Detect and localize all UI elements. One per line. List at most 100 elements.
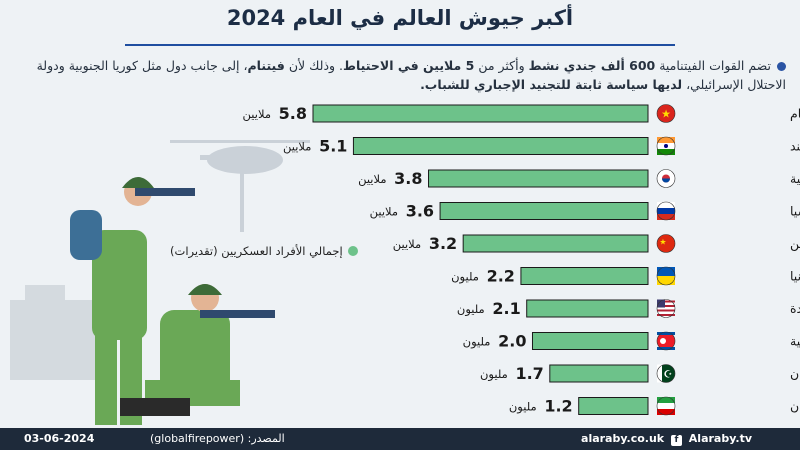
category-label-north-korea: كوريا الشمالية	[790, 334, 800, 350]
unit-label-russia: ملايين	[370, 205, 398, 220]
india-flag-border	[656, 136, 676, 156]
intro-bold1: 600 ألف جندي نشط	[528, 58, 656, 73]
bar-china	[462, 234, 649, 253]
bar-pakistan	[549, 364, 649, 383]
usa-flag-border	[656, 299, 676, 318]
russia-flag-icon	[657, 214, 675, 220]
vietnam-flag-border	[656, 104, 676, 123]
china-flag-icon	[657, 234, 675, 253]
soldiers-illustration	[10, 140, 310, 425]
unit-label-iran: مليون	[509, 400, 537, 415]
unit-label-south-korea: ملايين	[358, 172, 386, 187]
category-label-india: الهند	[790, 139, 800, 155]
value-label-vietnam: 5.8	[279, 104, 307, 123]
page-title: أكبر جيوش العالم في العام 2024	[226, 6, 574, 30]
north-korea-flag-icon	[660, 338, 666, 344]
value-label-usa: 2.1	[492, 299, 520, 318]
bar-ukraine	[520, 267, 649, 285]
intro-text: تضم القوات الفيتنامية 600 ألف جندي نشط و…	[26, 56, 786, 94]
bar-north-korea	[531, 332, 649, 350]
value-label-ukraine: 2.2	[487, 267, 515, 286]
north-korea-flag-icon	[657, 347, 675, 350]
usa-flag-icon	[657, 309, 675, 312]
intro-bold2: 5 ملايين في الاحتياط	[343, 58, 475, 73]
ukraine-flag-border	[656, 266, 676, 286]
value-label-pakistan: 1.7	[515, 364, 543, 383]
iran-flag-icon	[657, 403, 675, 409]
usa-flag-icon	[657, 300, 675, 303]
facebook-icon: f	[670, 435, 682, 446]
footer-date: 03-06-2024	[24, 432, 95, 445]
value-label-china: 3.2	[429, 234, 457, 253]
india-flag-icon	[657, 137, 675, 143]
intro-bold4: لديها سياسة ثابتة للتجنيد الإجباري للشبا…	[420, 77, 683, 92]
soldier-kneeling-icon	[120, 284, 275, 416]
china-flag-border	[656, 234, 676, 253]
usa-flag-icon	[657, 299, 665, 308]
intro-part1: تضم القوات الفيتنامية	[655, 58, 771, 73]
russia-flag-icon	[657, 202, 675, 208]
footer-site[interactable]: alaraby.co.uk f Alaraby.tv	[581, 432, 752, 446]
intro-part3: . وذلك لأن	[284, 58, 343, 73]
north-korea-flag-border	[656, 331, 676, 351]
legend-label: إجمالي الأفراد العسكريين (تقديرات)	[170, 244, 343, 258]
south-korea-flag-icon	[662, 178, 670, 183]
value-label-iran: 1.2	[544, 397, 572, 416]
value-label-north-korea: 2.0	[498, 332, 526, 351]
usa-flag-icon	[657, 305, 675, 307]
pakistan-flag-icon	[657, 364, 662, 383]
category-label-pakistan: باكستان	[790, 366, 800, 381]
north-korea-flag-icon	[657, 332, 675, 335]
bar-south-korea	[428, 169, 649, 188]
bar-india	[352, 137, 649, 155]
iran-flag-icon	[657, 397, 675, 403]
bar-usa	[526, 299, 649, 318]
ukraine-flag-icon	[657, 267, 675, 276]
vietnam-flag-icon: ★	[661, 108, 671, 121]
category-label-south-korea: كوريا الجنوبية	[790, 171, 800, 187]
value-label-russia: 3.6	[406, 202, 434, 221]
value-label-south-korea: 3.8	[394, 169, 422, 188]
pakistan-flag-icon: ☪	[664, 370, 673, 381]
russia-flag-border	[656, 201, 676, 221]
footer-source: المصدر: (globalfirepower)	[150, 432, 285, 445]
india-flag-icon	[664, 144, 668, 148]
unit-label-usa: مليون	[457, 302, 485, 317]
site-link[interactable]: alaraby.co.uk	[581, 432, 665, 445]
helicopter-icon	[170, 140, 310, 232]
bar-russia	[439, 202, 649, 220]
category-label-iran: إيران	[790, 399, 800, 415]
legend: إجمالي الأفراد العسكريين (تقديرات)	[170, 244, 358, 258]
unit-label-china: ملايين	[393, 237, 421, 252]
usa-flag-icon	[657, 314, 675, 316]
russia-flag-icon	[657, 208, 675, 214]
bullet-icon	[777, 62, 786, 71]
iran-flag-icon	[657, 409, 675, 415]
legend-swatch	[347, 246, 358, 256]
category-label-russia: روسيا	[790, 204, 800, 220]
ukraine-flag-icon	[657, 276, 675, 285]
iran-flag-border	[656, 396, 676, 416]
category-label-usa: الولايات المتحدة	[790, 301, 800, 317]
footer: 03-06-2024 المصدر: (globalfirepower) ala…	[0, 428, 800, 450]
intro-part2: وأكثر من	[474, 58, 529, 73]
pakistan-flag-border	[656, 364, 676, 383]
unit-label-pakistan: مليون	[480, 367, 508, 382]
intro-part4: ، إلى جانب دول مثل كوريا الجنوبية ودولة …	[36, 58, 786, 92]
category-label-ukraine: أوكرانيا	[790, 268, 800, 285]
unit-label-north-korea: مليون	[463, 335, 491, 350]
unit-label-vietnam: ملايين	[243, 107, 271, 122]
category-label-vietnam: فيتنام	[790, 106, 800, 121]
south-korea-flag-border	[656, 169, 676, 188]
india-flag-icon	[657, 149, 675, 155]
category-label-china: الصين	[790, 236, 800, 252]
social-handle[interactable]: Alaraby.tv	[688, 432, 752, 445]
unit-label-india: ملايين	[283, 140, 311, 155]
bar-iran	[578, 397, 649, 415]
china-flag-icon: ★	[659, 238, 666, 247]
value-label-india: 5.1	[319, 137, 347, 156]
title-underline	[125, 44, 675, 46]
building-icon	[10, 285, 100, 380]
bar-vietnam	[312, 104, 649, 123]
unit-label-ukraine: مليون	[451, 270, 479, 285]
